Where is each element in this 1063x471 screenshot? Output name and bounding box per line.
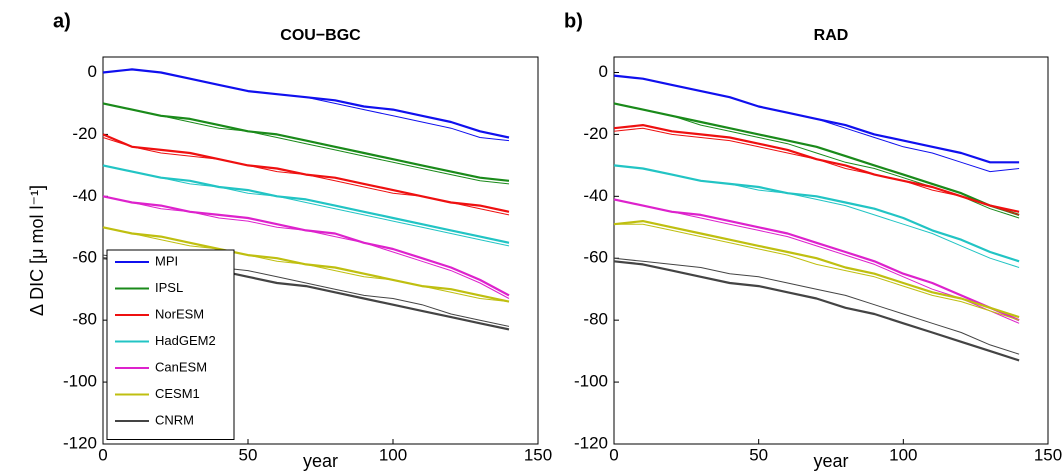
series-line: [613, 260, 1020, 362]
legend-label: NorESM: [155, 306, 204, 321]
panel-label: a): [53, 10, 71, 32]
x-tick-label: 0: [98, 445, 107, 464]
series-line: [102, 102, 510, 182]
chart-title: RAD: [814, 27, 849, 44]
legend-label: HadGEM2: [155, 333, 216, 348]
legend-label: MPI: [155, 253, 178, 268]
legend-label: CESM1: [155, 386, 200, 401]
series-line-thin: [613, 257, 1020, 355]
y-tick-label: -120: [574, 433, 608, 452]
series-line: [102, 226, 510, 303]
y-tick-label: -80: [583, 310, 608, 329]
plot-frame: [102, 56, 539, 445]
y-tick-label: -80: [72, 310, 97, 329]
x-axis-label: year: [813, 451, 848, 471]
legend-label: IPSL: [155, 280, 183, 295]
series-line-thin: [613, 127, 1020, 216]
x-tick-label: 100: [889, 445, 917, 464]
x-tick-label: 150: [1034, 445, 1062, 464]
y-tick-label: -100: [63, 372, 97, 391]
series-line: [613, 198, 1020, 322]
panel-label: b): [564, 10, 583, 32]
series-line: [102, 195, 510, 297]
x-tick-label: 100: [379, 445, 407, 464]
y-tick-label: 0: [599, 62, 608, 81]
x-tick-label: 50: [749, 445, 768, 464]
x-tick-label: 50: [239, 445, 258, 464]
legend-label: CanESM: [155, 359, 207, 374]
y-tick-label: -60: [583, 248, 608, 267]
chart-title: COU−BGC: [280, 27, 361, 44]
series-line-thin: [613, 164, 1020, 268]
y-tick-label: -20: [583, 124, 608, 143]
y-tick-label: -20: [72, 124, 97, 143]
y-tick-label: -120: [63, 433, 97, 452]
x-axis-label: year: [303, 451, 338, 471]
series-line: [613, 164, 1020, 263]
series-line-thin: [613, 198, 1020, 324]
x-tick-label: 150: [524, 445, 552, 464]
series-line: [102, 133, 510, 213]
series-line: [613, 124, 1020, 213]
x-tick-label: 0: [609, 445, 618, 464]
series-line: [613, 102, 1020, 216]
series-line: [102, 68, 510, 139]
y-tick-label: -100: [574, 372, 608, 391]
y-tick-label: 0: [88, 62, 97, 81]
series-line-thin: [102, 68, 510, 142]
plot-frame: [613, 56, 1049, 445]
series-line: [613, 74, 1020, 164]
legend-box: [106, 249, 235, 440]
legend-label: CNRM: [155, 412, 194, 427]
series-line: [102, 164, 510, 244]
y-tick-label: -60: [72, 248, 97, 267]
y-axis-label: Δ DIC [μ mol l⁻¹]: [27, 185, 47, 316]
y-tick-label: -40: [72, 186, 97, 205]
series-line-thin: [613, 75, 1020, 173]
series-line: [613, 220, 1020, 319]
y-tick-label: -40: [583, 186, 608, 205]
series-line-thin: [613, 102, 1020, 219]
series-line-thin: [614, 223, 1020, 321]
